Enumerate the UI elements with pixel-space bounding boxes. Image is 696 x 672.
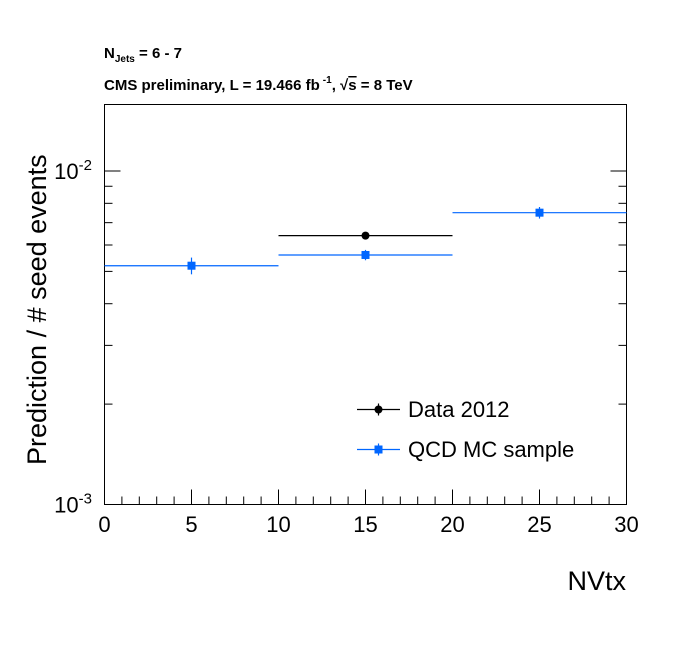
series-1 (104, 206, 627, 275)
x-tick-label: 25 (527, 512, 551, 537)
y-tick-label: 10-2 (54, 157, 92, 184)
x-tick-label: 10 (266, 512, 290, 537)
data-point (187, 261, 196, 270)
y-axis-title: Prediction / # seed events (22, 154, 52, 465)
legend-label: Data 2012 (408, 397, 510, 422)
y-tick-label: 10-3 (54, 491, 92, 518)
data-point (535, 208, 544, 217)
axis-ticks (104, 170, 627, 505)
legend-label: QCD MC sample (408, 437, 574, 462)
x-tick-label: 15 (353, 512, 377, 537)
x-tick-label: 30 (614, 512, 638, 537)
legend: Data 2012 QCD MC sample (357, 397, 574, 462)
x-tick-label: 5 (185, 512, 197, 537)
data-point (361, 231, 370, 240)
header-njets: NJets = 6 - 7 (104, 45, 182, 65)
y-tick-labels: 10-2 10-3 (54, 157, 92, 518)
legend-marker (374, 405, 383, 414)
x-tick-label: 0 (98, 512, 110, 537)
header-cms-lumi: CMS preliminary, L = 19.466 fb -1, √s = 8… (104, 75, 413, 94)
data-point (361, 250, 370, 259)
x-axis-title: NVtx (567, 566, 626, 596)
series-0 (278, 231, 453, 240)
x-tick-label: 20 (440, 512, 464, 537)
legend-marker (374, 445, 383, 454)
x-tick-labels: 0 5 10 15 20 25 30 (98, 512, 638, 537)
data-series (104, 206, 627, 275)
